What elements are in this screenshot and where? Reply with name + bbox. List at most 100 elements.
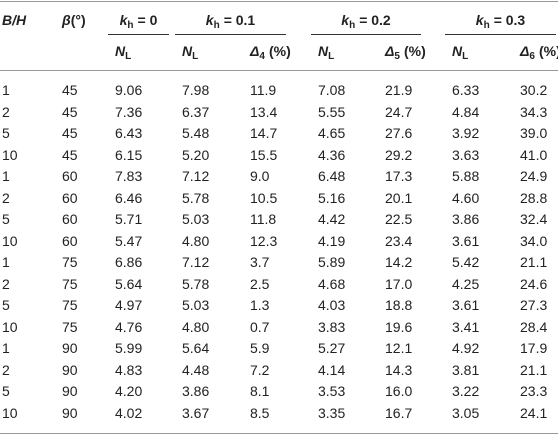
cell: 1.3 — [250, 297, 270, 313]
cell: 4.76 — [115, 318, 143, 335]
cell: 5.9 — [250, 340, 270, 356]
cell: 5.55 — [318, 103, 346, 120]
cell: 23.3 — [520, 383, 548, 399]
cell: 7.08 — [318, 82, 346, 98]
cell: 41.0 — [520, 146, 548, 163]
cell: 5 — [2, 297, 10, 313]
cell: 3.83 — [318, 318, 346, 335]
symbol: Δ — [520, 43, 530, 59]
cell: 28.8 — [520, 189, 548, 206]
group-rule — [445, 34, 556, 35]
group-rule — [175, 34, 286, 35]
cell: 3.05 — [452, 404, 480, 421]
cell: 45 — [62, 146, 78, 163]
cell: 21.9 — [385, 82, 413, 98]
unit: (°) — [70, 12, 86, 28]
cell: 75 — [62, 297, 78, 313]
cell: 5.03 — [182, 297, 210, 313]
cell: 3.92 — [452, 125, 480, 141]
cell: 5.27 — [318, 340, 346, 356]
symbol: k — [341, 12, 350, 28]
cell: 10 — [2, 318, 18, 335]
subscript: L — [328, 51, 335, 62]
cell: 5 — [2, 383, 10, 399]
cell: 16.7 — [385, 404, 413, 421]
cell: 6.86 — [115, 254, 143, 270]
suffix: = 0.1 — [223, 12, 256, 28]
cell: 6.33 — [452, 82, 480, 98]
cell: 23.4 — [385, 232, 413, 249]
symbol: k — [205, 12, 214, 28]
cell: 19.6 — [385, 318, 413, 335]
cell: 17.9 — [520, 340, 548, 356]
symbol: k — [119, 12, 128, 28]
symbol: k — [475, 12, 484, 28]
cell: 11.8 — [250, 211, 277, 227]
subscript: L — [125, 51, 132, 62]
cell: 4.92 — [452, 340, 480, 356]
cell: 75 — [62, 318, 78, 335]
cell: 4.19 — [318, 232, 346, 249]
cell: 5 — [2, 125, 10, 141]
cell: 6.46 — [115, 189, 143, 206]
cell: 5.16 — [318, 189, 346, 206]
subscript: 5 — [394, 51, 400, 62]
cell: 39.0 — [520, 125, 548, 141]
cell: 7.83 — [115, 168, 143, 184]
cell: 1 — [2, 82, 10, 98]
subscript: L — [462, 51, 469, 62]
cell: 8.5 — [250, 404, 270, 421]
cell: 4.20 — [115, 383, 143, 399]
cell: 4.03 — [318, 297, 346, 313]
cell: 14.7 — [250, 125, 278, 141]
angle-header: β(°) — [62, 11, 86, 29]
cell: 12.3 — [250, 232, 278, 249]
cell: 10 — [2, 404, 18, 421]
cell: 13.4 — [250, 103, 278, 120]
symbol: N — [452, 43, 463, 59]
cell: 6.48 — [318, 168, 346, 184]
suffix: = 0.3 — [493, 12, 526, 28]
column-header: NL — [182, 42, 198, 62]
cell: 75 — [62, 275, 78, 292]
suffix: (%) — [538, 43, 558, 59]
symbol: N — [182, 43, 193, 59]
cell: 90 — [62, 404, 78, 421]
subscript: h — [127, 20, 134, 31]
subscript: h — [349, 20, 356, 31]
cell: 5.99 — [115, 340, 143, 356]
cell: 4.42 — [318, 211, 346, 227]
cell: 6.37 — [182, 103, 210, 120]
cell: 5.47 — [115, 232, 143, 249]
cell: 3.81 — [452, 361, 480, 378]
cell: 45 — [62, 82, 78, 98]
cell: 2 — [2, 103, 10, 120]
cell: 2 — [2, 361, 10, 378]
cell: 3.53 — [318, 383, 346, 399]
cell: 1 — [2, 254, 10, 270]
cell: 29.2 — [385, 146, 413, 163]
column-header: NL — [115, 42, 132, 62]
suffix: (%) — [403, 43, 426, 59]
cell: 10 — [2, 232, 18, 249]
cell: 75 — [62, 254, 78, 270]
symbol: N — [115, 43, 126, 59]
cell: 5.64 — [115, 275, 143, 292]
cell: 2 — [2, 275, 10, 292]
cell: 4.80 — [182, 232, 210, 249]
cell: 5.03 — [182, 211, 210, 227]
symbol: Δ — [385, 43, 395, 59]
cell: 5.48 — [182, 125, 210, 141]
cell: 5 — [2, 211, 10, 227]
cell: 17.3 — [385, 168, 413, 184]
cell: 5.42 — [452, 254, 480, 270]
cell: 7.12 — [182, 168, 210, 184]
cell: 22.5 — [385, 211, 413, 227]
suffix: (%) — [268, 43, 291, 59]
cell: 4.36 — [318, 146, 346, 163]
cell: 9.06 — [115, 82, 143, 98]
cell: 2.5 — [250, 275, 270, 292]
cell: 0.7 — [250, 318, 270, 335]
cell: 60 — [62, 211, 78, 227]
group-header: kh = 0 — [119, 11, 158, 31]
